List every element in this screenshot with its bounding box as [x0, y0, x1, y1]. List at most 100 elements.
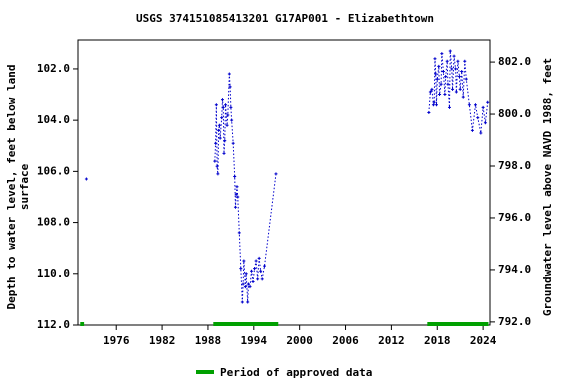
- y-tick-label: 108.0: [37, 216, 70, 229]
- data-point: [241, 282, 245, 286]
- y-tick-label: 106.0: [37, 164, 70, 177]
- data-point: [441, 69, 445, 73]
- y2-tick-label: 792.0: [498, 315, 531, 328]
- data-point: [242, 259, 246, 263]
- data-point: [227, 72, 231, 76]
- data-point: [237, 231, 241, 235]
- data-point: [218, 136, 222, 140]
- data-point: [230, 118, 234, 122]
- data-point: [243, 285, 247, 289]
- data-point: [246, 282, 250, 286]
- data-point: [214, 141, 218, 145]
- data-point: [235, 185, 239, 189]
- data-point: [224, 103, 228, 107]
- data-point: [454, 67, 458, 71]
- data-point: [220, 116, 224, 120]
- data-point: [438, 93, 442, 97]
- x-tick-label: 2006: [332, 334, 359, 347]
- data-point: [84, 177, 88, 181]
- data-point: [440, 52, 444, 56]
- data-point: [473, 103, 477, 107]
- data-point: [223, 139, 227, 143]
- data-point: [254, 259, 258, 263]
- data-point: [216, 172, 220, 176]
- data-point: [226, 113, 230, 117]
- data-point: [431, 103, 435, 107]
- data-point: [229, 105, 233, 109]
- data-point: [456, 59, 460, 63]
- x-tick-label: 1988: [195, 334, 222, 347]
- y2-tick-label: 796.0: [498, 211, 531, 224]
- x-tick-label: 1994: [241, 334, 268, 347]
- data-point: [430, 87, 434, 91]
- data-point: [439, 82, 443, 86]
- data-point: [461, 95, 465, 99]
- data-point: [457, 75, 461, 79]
- data-point: [214, 103, 218, 107]
- data-point: [217, 123, 221, 127]
- data-point: [450, 67, 454, 71]
- data-point: [445, 59, 449, 63]
- x-tick-label: 2000: [286, 334, 313, 347]
- data-point: [467, 103, 471, 107]
- x-tick-label: 2012: [378, 334, 405, 347]
- y2-tick-label: 800.0: [498, 107, 531, 120]
- y2-axis-label: Groundwater level above NAVD 1988, feet: [541, 58, 554, 316]
- data-point: [444, 75, 448, 79]
- data-point: [435, 77, 439, 81]
- approved-period: [80, 322, 85, 326]
- data-point: [221, 105, 225, 109]
- data-point: [225, 123, 229, 127]
- data-point: [443, 93, 447, 97]
- x-tick-label: 1976: [103, 334, 130, 347]
- data-point: [433, 57, 437, 61]
- data-point: [470, 128, 474, 132]
- data-point: [476, 116, 480, 120]
- series-line: [214, 50, 489, 302]
- data-point: [454, 90, 458, 94]
- y-axis-label: Depth to water level, feet below land: [5, 64, 18, 309]
- data-point: [464, 77, 468, 81]
- data-point: [481, 105, 485, 109]
- data-point: [231, 141, 235, 145]
- data-point: [460, 69, 464, 73]
- data-point: [233, 174, 237, 178]
- data-point: [479, 131, 483, 135]
- data-point: [213, 159, 217, 163]
- legend-label: Period of approved data: [220, 366, 372, 379]
- data-point: [448, 49, 452, 53]
- y-tick-label: 104.0: [37, 113, 70, 126]
- data-point: [215, 164, 219, 168]
- data-point: [434, 72, 438, 76]
- approved-period: [427, 322, 489, 326]
- y2-tick-label: 798.0: [498, 159, 531, 172]
- data-point: [250, 269, 254, 273]
- chart-title: USGS 374151085413201 G17AP001 - Elizabet…: [136, 12, 434, 25]
- data-point: [234, 192, 238, 196]
- data-point: [452, 54, 456, 58]
- data-point: [458, 87, 462, 91]
- x-tick-label: 1982: [149, 334, 176, 347]
- data-point: [246, 300, 250, 304]
- data-point: [236, 195, 240, 199]
- data-point: [263, 264, 267, 268]
- data-point: [222, 151, 226, 155]
- data-point: [446, 82, 450, 86]
- data-point: [251, 279, 255, 283]
- x-tick-label: 2018: [424, 334, 451, 347]
- data-point: [228, 85, 232, 89]
- data-point: [248, 285, 252, 289]
- approved-period: [213, 322, 279, 326]
- data-point: [427, 110, 431, 114]
- data-point: [437, 64, 441, 68]
- data-point: [257, 256, 261, 260]
- data-point: [486, 100, 490, 104]
- plot-frame: [77, 39, 491, 326]
- y2-tick-label: 802.0: [498, 55, 531, 68]
- data-point: [447, 105, 451, 109]
- data-point: [240, 300, 244, 304]
- data-point: [434, 103, 438, 107]
- data-point: [451, 87, 455, 91]
- data-point: [233, 205, 237, 209]
